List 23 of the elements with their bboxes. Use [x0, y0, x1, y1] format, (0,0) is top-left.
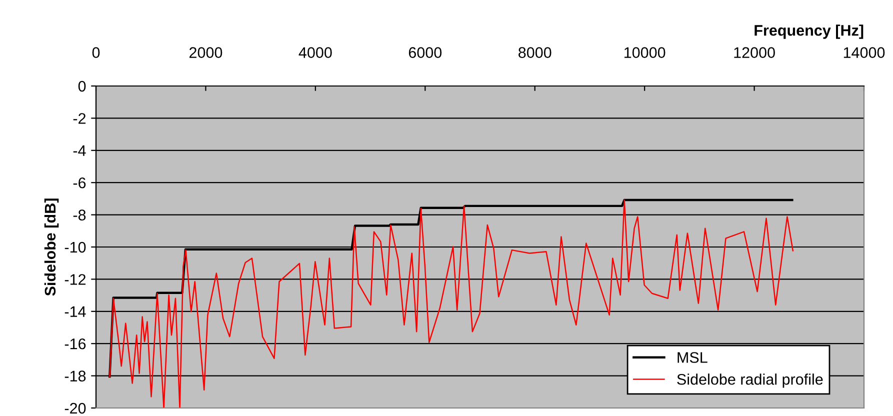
x-tick-label: 10000 — [624, 47, 666, 58]
y-tick-label: -20 — [64, 402, 86, 414]
x-tick-label: 8000 — [518, 47, 552, 58]
y-tick-label: 0 — [78, 80, 86, 92]
x-tick-label: 14000 — [844, 47, 885, 58]
y-tick-label: -8 — [73, 210, 86, 220]
y-tick-label: -12 — [64, 274, 86, 285]
legend-label: Sidelobe radial profile — [677, 374, 823, 388]
y-tick-label: -18 — [64, 370, 86, 382]
y-axis-title: Sidelobe [dB] — [44, 198, 59, 296]
y-tick-label: -2 — [73, 113, 86, 124]
x-axis-title: Frequency [Hz] — [754, 24, 864, 39]
legend-label: MSL — [678, 352, 708, 363]
y-tick-label: -14 — [64, 306, 86, 317]
x-tick-label: 6000 — [408, 47, 442, 58]
y-tick-label: -4 — [73, 145, 86, 156]
x-tick-label: 2000 — [189, 47, 222, 58]
x-tick-label: 4000 — [298, 47, 332, 58]
x-tick-label: 0 — [92, 47, 100, 58]
x-tick-label: 12000 — [734, 47, 775, 58]
y-tick-label: -6 — [73, 177, 86, 188]
y-tick-label: -16 — [64, 338, 86, 350]
y-tick-label: -10 — [64, 242, 86, 253]
